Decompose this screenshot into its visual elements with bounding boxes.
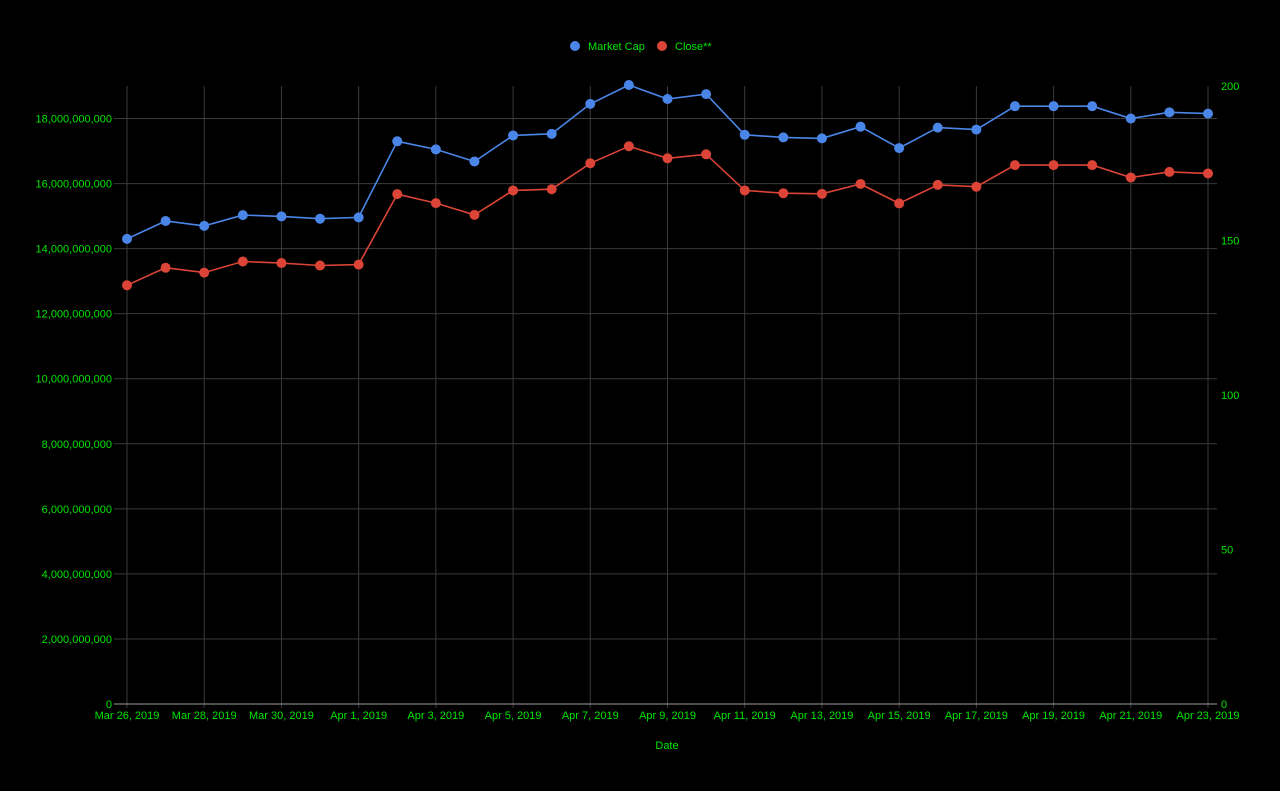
data-point-market-cap (469, 156, 480, 167)
data-point-market-cap (1048, 101, 1059, 112)
y-right-tick-label: 100 (1221, 390, 1239, 402)
data-point-market-cap (932, 122, 943, 133)
grid-lines (114, 86, 1217, 708)
legend[interactable]: Market Cap Close** (570, 41, 712, 53)
y-left-tick-label: 12,000,000,000 (36, 309, 112, 321)
x-axis-title: Date (655, 740, 678, 752)
data-point-market-cap (546, 128, 557, 139)
data-point-close (1087, 160, 1098, 171)
data-point-market-cap (855, 121, 866, 132)
series-layer (122, 80, 1213, 291)
y-right-tick-label: 200 (1221, 81, 1239, 93)
data-point-close (585, 158, 596, 169)
x-tick-label: Apr 17, 2019 (945, 710, 1008, 722)
data-point-close (855, 178, 866, 189)
data-point-close (1203, 168, 1213, 179)
data-point-close (816, 188, 827, 199)
data-point-market-cap (1087, 101, 1098, 112)
data-point-market-cap (971, 124, 982, 135)
data-point-close (701, 149, 712, 160)
y-left-tick-label: 0 (106, 699, 112, 711)
data-point-close (1048, 160, 1059, 171)
y-right-tick-label: 0 (1221, 699, 1227, 711)
legend-marker-close[interactable] (657, 41, 667, 51)
data-point-market-cap (778, 132, 789, 143)
data-point-close (430, 198, 441, 209)
data-point-market-cap (199, 220, 210, 231)
data-point-market-cap (237, 210, 248, 221)
y-right-tick-label: 150 (1221, 236, 1239, 248)
data-point-market-cap (623, 80, 634, 91)
data-point-close (932, 179, 943, 190)
data-point-market-cap (1125, 113, 1136, 124)
data-point-market-cap (701, 89, 712, 100)
y-left-tick-label: 8,000,000,000 (42, 439, 112, 451)
y-right-tick-label: 50 (1221, 545, 1233, 557)
data-point-market-cap (353, 212, 364, 223)
x-tick-label: Apr 23, 2019 (1177, 710, 1240, 722)
x-tick-label: Apr 13, 2019 (790, 710, 853, 722)
data-point-close (160, 262, 171, 273)
data-point-close (971, 181, 982, 192)
x-tick-label: Apr 5, 2019 (485, 710, 542, 722)
data-point-close (469, 209, 480, 220)
data-point-close (276, 258, 287, 269)
y-left-tick-label: 14,000,000,000 (36, 244, 112, 256)
x-tick-label: Apr 11, 2019 (714, 710, 776, 722)
data-point-close (508, 185, 519, 196)
data-point-close (662, 153, 673, 164)
data-point-close (546, 184, 557, 195)
y-left-tick-label: 4,000,000,000 (42, 569, 112, 581)
data-point-market-cap (508, 130, 519, 141)
data-point-close (894, 198, 905, 209)
x-tick-label: Apr 15, 2019 (868, 710, 931, 722)
data-point-close (315, 260, 326, 271)
data-point-close (392, 189, 403, 200)
data-point-market-cap (430, 144, 441, 155)
axes: 0 2,000,000,000 4,000,000,000 6,000,000,000… (36, 81, 1240, 722)
x-tick-label: Mar 30, 2019 (249, 710, 314, 722)
data-point-close (199, 267, 210, 278)
data-point-close (623, 141, 634, 152)
legend-marker-market-cap[interactable] (570, 41, 580, 51)
data-point-close (1009, 160, 1020, 171)
legend-label-close[interactable]: Close** (675, 41, 712, 53)
data-point-market-cap (816, 133, 827, 144)
y-left-tick-label: 6,000,000,000 (42, 504, 112, 516)
data-point-market-cap (894, 143, 905, 154)
data-point-market-cap (315, 213, 326, 224)
data-point-market-cap (739, 129, 750, 140)
x-tick-label: Apr 21, 2019 (1099, 710, 1162, 722)
data-point-market-cap (276, 211, 287, 222)
data-point-close (1164, 166, 1175, 177)
data-point-close (1125, 172, 1136, 183)
x-tick-label: Apr 19, 2019 (1022, 710, 1085, 722)
x-tick-label: Mar 28, 2019 (172, 710, 237, 722)
y-left-tick-label: 16,000,000,000 (36, 179, 112, 191)
data-point-close (237, 256, 248, 267)
x-tick-label: Mar 26, 2019 (95, 710, 160, 722)
data-point-close (353, 259, 364, 270)
y-left-tick-label: 18,000,000,000 (36, 114, 112, 126)
data-point-close (122, 280, 132, 291)
data-point-market-cap (1164, 107, 1175, 118)
legend-label-market-cap[interactable]: Market Cap (588, 41, 645, 53)
data-point-market-cap (160, 215, 171, 226)
x-tick-label: Apr 9, 2019 (639, 710, 696, 722)
data-point-market-cap (122, 233, 132, 244)
data-point-market-cap (1203, 108, 1213, 119)
data-point-market-cap (662, 94, 673, 105)
data-point-close (739, 185, 750, 196)
x-tick-label: Apr 7, 2019 (562, 710, 619, 722)
x-tick-label: Apr 3, 2019 (407, 710, 464, 722)
data-point-market-cap (1009, 101, 1020, 112)
data-point-close (778, 188, 789, 199)
data-point-market-cap (585, 98, 596, 109)
y-left-tick-label: 10,000,000,000 (36, 374, 112, 386)
x-tick-label: Apr 1, 2019 (330, 710, 387, 722)
data-point-market-cap (392, 136, 403, 147)
y-left-tick-label: 2,000,000,000 (42, 634, 112, 646)
